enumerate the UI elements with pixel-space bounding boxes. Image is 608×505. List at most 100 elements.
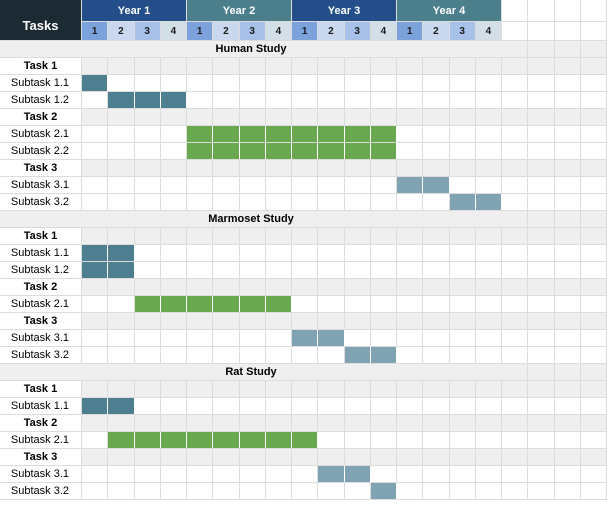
empty-header-cell (528, 0, 555, 22)
grid-cell (187, 75, 214, 92)
grid-cell (423, 245, 450, 262)
grid-cell (318, 177, 345, 194)
grid-cell (528, 177, 555, 194)
grid-cell (475, 415, 502, 432)
quarter-header: 2 (423, 22, 450, 41)
grid-cell (475, 92, 502, 109)
grid-cell (475, 347, 502, 364)
grid-cell (82, 330, 109, 347)
quarter-header: 3 (449, 22, 476, 41)
grid-cell (213, 177, 240, 194)
grid-cell (554, 432, 581, 449)
grid-cell (160, 160, 187, 177)
grid-cell (213, 313, 240, 330)
grid-cell (265, 483, 292, 500)
grid-cell (108, 449, 135, 466)
grid-cell (134, 415, 161, 432)
grid-cell (239, 160, 266, 177)
grid-cell (554, 262, 581, 279)
grid-cell (397, 483, 424, 500)
grid-cell (554, 245, 581, 262)
grid-cell (580, 381, 607, 398)
gantt-bar-segment (318, 330, 345, 346)
gantt-bar-segment (449, 194, 476, 210)
grid-cell (580, 75, 607, 92)
grid-cell (528, 483, 555, 500)
grid-cell (580, 92, 607, 109)
grid-cell (187, 483, 214, 500)
grid-cell (160, 262, 187, 279)
grid-cell (344, 381, 371, 398)
grid-cell (475, 228, 502, 245)
grid-cell (370, 194, 397, 211)
gantt-bar-segment (344, 126, 371, 142)
grid-cell (449, 483, 476, 500)
grid-cell (187, 228, 214, 245)
grid-cell (82, 313, 109, 330)
grid-cell (423, 228, 450, 245)
grid-cell (82, 160, 109, 177)
gantt-bar-segment (318, 126, 345, 142)
grid-cell (580, 177, 607, 194)
grid-cell (318, 109, 345, 126)
grid-cell (265, 177, 292, 194)
grid-cell (370, 58, 397, 75)
grid-cell (502, 160, 529, 177)
grid-cell (580, 279, 607, 296)
task-label: Task 1 (0, 58, 82, 75)
grid-cell (239, 228, 266, 245)
grid-cell (554, 211, 581, 228)
grid-cell (397, 194, 424, 211)
grid-cell (160, 466, 187, 483)
grid-cell (134, 313, 161, 330)
quarter-header: 4 (475, 22, 502, 41)
subtask-label: Subtask 1.2 (0, 262, 82, 279)
grid-cell (528, 245, 555, 262)
gantt-bar-segment (397, 177, 424, 193)
grid-cell (528, 75, 555, 92)
gantt-bar-segment (160, 296, 187, 312)
grid-cell (554, 75, 581, 92)
gantt-bar-segment (239, 432, 266, 448)
grid-cell (265, 228, 292, 245)
grid-cell (528, 262, 555, 279)
gantt-bar-segment (292, 330, 319, 346)
grid-cell (397, 313, 424, 330)
grid-cell (554, 398, 581, 415)
grid-cell (475, 75, 502, 92)
grid-cell (580, 126, 607, 143)
empty-header-cell (528, 22, 555, 41)
grid-cell (344, 109, 371, 126)
grid-cell (554, 160, 581, 177)
grid-cell (502, 296, 529, 313)
subtask-label: Subtask 1.1 (0, 245, 82, 262)
grid-cell (397, 262, 424, 279)
grid-cell (502, 347, 529, 364)
grid-cell (397, 75, 424, 92)
subtask-label: Subtask 1.2 (0, 92, 82, 109)
gantt-bar-segment (134, 296, 161, 312)
grid-cell (344, 245, 371, 262)
grid-cell (265, 398, 292, 415)
grid-cell (318, 58, 345, 75)
grid-cell (160, 313, 187, 330)
grid-cell (239, 381, 266, 398)
grid-cell (502, 279, 529, 296)
gantt-bar-segment (213, 126, 240, 142)
grid-cell (580, 415, 607, 432)
grid-cell (187, 398, 214, 415)
grid-cell (554, 126, 581, 143)
gantt-bar-segment (423, 177, 450, 193)
subtask-label: Subtask 3.2 (0, 347, 82, 364)
grid-cell (318, 449, 345, 466)
grid-cell (239, 245, 266, 262)
gantt-bar-segment (82, 75, 109, 91)
grid-cell (213, 75, 240, 92)
grid-cell (344, 279, 371, 296)
grid-cell (528, 228, 555, 245)
grid-cell (82, 143, 109, 160)
grid-cell (187, 92, 214, 109)
grid-cell (108, 279, 135, 296)
grid-cell (370, 245, 397, 262)
